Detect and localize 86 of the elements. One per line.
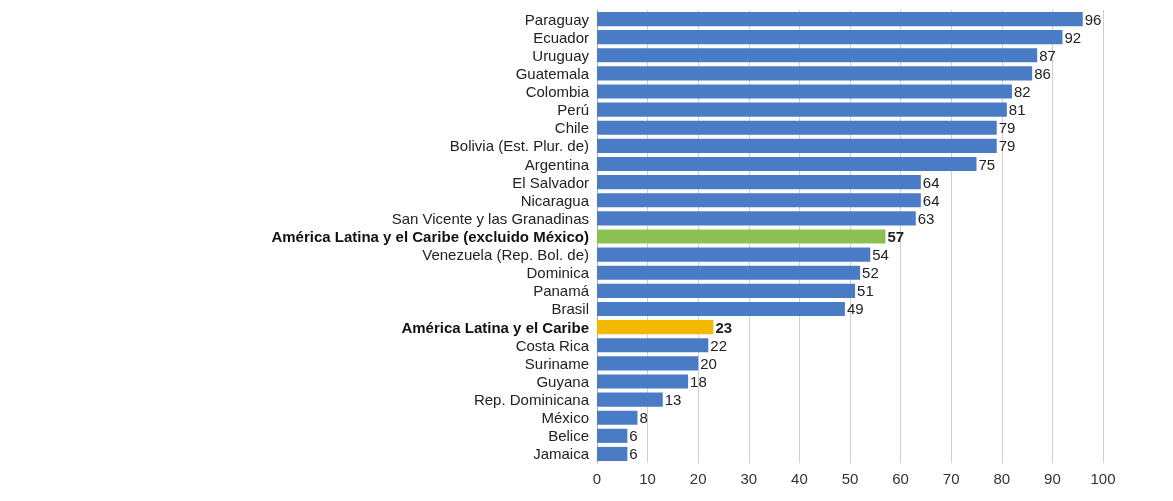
data-label: 13 xyxy=(664,391,682,409)
bar xyxy=(597,102,1007,117)
data-label: 64 xyxy=(922,191,940,209)
y-tick-label: Jamaica xyxy=(533,445,590,463)
y-tick-label: Nicaragua xyxy=(520,191,590,209)
bar xyxy=(597,48,1038,63)
data-label: 6 xyxy=(629,445,638,463)
bar xyxy=(597,446,628,462)
bar xyxy=(597,247,871,262)
y-tick-label: Rep. Dominicana xyxy=(473,391,590,409)
bar xyxy=(597,356,699,371)
y-tick-label: Guatemala xyxy=(515,64,590,82)
y-tick-label: Panamá xyxy=(533,282,590,300)
y-tick-label: San Vicente y las Granadinas xyxy=(391,209,589,227)
data-label: 51 xyxy=(857,282,874,300)
y-tick-label: Costa Rica xyxy=(515,336,590,354)
bar xyxy=(597,428,628,443)
data-label: 54 xyxy=(872,246,889,264)
bar xyxy=(597,229,886,244)
bar xyxy=(597,120,997,135)
data-label: 75 xyxy=(978,155,996,173)
data-label: 86 xyxy=(1034,64,1051,82)
y-tick-label: América Latina y el Caribe (excluido México) xyxy=(271,228,589,245)
x-tick-label: 40 xyxy=(791,470,808,487)
x-tick-label: 80 xyxy=(993,470,1011,487)
y-tick-label: Perú xyxy=(557,101,589,119)
data-label: 82 xyxy=(1013,83,1031,101)
x-tick-label: 60 xyxy=(892,470,909,487)
y-tick-label: Suriname xyxy=(524,354,589,372)
y-tick-label: México xyxy=(541,409,589,427)
data-label: 22 xyxy=(710,336,728,354)
data-label: 64 xyxy=(922,173,940,191)
data-label: 6 xyxy=(629,427,638,445)
x-tick-label: 70 xyxy=(942,470,960,487)
x-tick-label: 30 xyxy=(740,470,758,487)
y-tick-label: América Latina y el Caribe xyxy=(401,318,589,336)
data-label: 8 xyxy=(639,409,648,427)
bar xyxy=(597,30,1063,45)
bar xyxy=(597,66,1033,81)
bar xyxy=(597,265,861,280)
y-tick-label: Belice xyxy=(548,427,589,445)
y-tick-label: El Salvador xyxy=(512,173,589,191)
bar xyxy=(597,211,916,226)
bar xyxy=(597,392,663,407)
y-tick-label: Chile xyxy=(554,119,589,137)
data-label: 52 xyxy=(862,264,879,282)
data-label: 49 xyxy=(846,300,864,318)
data-label: 20 xyxy=(700,354,717,372)
bar xyxy=(597,11,1083,27)
bar xyxy=(597,283,856,298)
data-label: 63 xyxy=(917,209,935,227)
y-tick-label: Uruguay xyxy=(532,46,590,64)
y-tick-label: Paraguay xyxy=(524,10,590,28)
y-tick-label: Ecuador xyxy=(533,28,589,46)
x-tick-label: 50 xyxy=(841,470,859,487)
data-label: 96 xyxy=(1084,10,1102,28)
data-label: 18 xyxy=(690,372,707,390)
data-label: 81 xyxy=(1008,101,1026,119)
bar xyxy=(597,193,921,208)
y-tick-label: Guyana xyxy=(536,372,590,390)
bar xyxy=(597,410,638,425)
y-tick-label: Bolivia (Est. Plur. de) xyxy=(449,137,589,155)
x-tick-label: 100 xyxy=(1090,470,1116,487)
bar xyxy=(597,138,997,153)
y-tick-label: Brasil xyxy=(551,300,589,318)
data-label: 87 xyxy=(1039,46,1056,64)
data-label: 79 xyxy=(998,137,1016,155)
bar xyxy=(597,84,1012,99)
y-tick-label: Argentina xyxy=(524,155,590,173)
x-tick-label: 20 xyxy=(689,470,707,487)
y-tick-label: Venezuela (Rep. Bol. de) xyxy=(422,246,589,264)
bar xyxy=(597,156,977,172)
bar xyxy=(597,175,921,190)
bar xyxy=(597,320,714,335)
y-tick-label: Colombia xyxy=(525,83,590,101)
data-label: 23 xyxy=(715,318,733,336)
data-label: 92 xyxy=(1064,28,1082,46)
bar xyxy=(597,374,689,389)
bar xyxy=(597,301,845,317)
data-label: 79 xyxy=(998,119,1016,137)
x-tick-label: 10 xyxy=(639,470,656,487)
x-tick-label: 0 xyxy=(592,470,602,487)
y-tick-label: Dominica xyxy=(526,264,590,282)
data-label: 57 xyxy=(887,228,905,245)
bar xyxy=(597,338,709,353)
x-tick-label: 90 xyxy=(1044,470,1061,487)
